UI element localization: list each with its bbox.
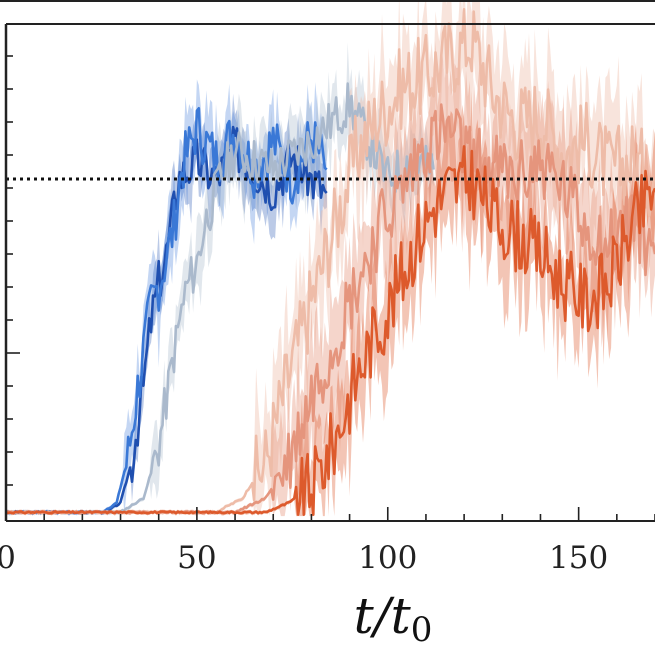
x-axis-label-subscript: 0	[411, 610, 433, 650]
series-3-band	[6, 42, 434, 516]
series-5-band	[6, 39, 655, 517]
x-axis-label: t/t0	[354, 587, 433, 650]
series-lines	[5, 8, 655, 516]
x-tick-label: 100	[358, 540, 417, 576]
axes	[0, 0, 655, 522]
x-tick-labels: 0 50 100 150	[0, 540, 608, 576]
x-tick-label: 0	[0, 540, 16, 576]
series-2-band	[6, 79, 327, 517]
x-tick-label: 50	[177, 540, 216, 576]
series-6-line	[5, 145, 655, 516]
x-tick-label: 150	[549, 540, 608, 576]
